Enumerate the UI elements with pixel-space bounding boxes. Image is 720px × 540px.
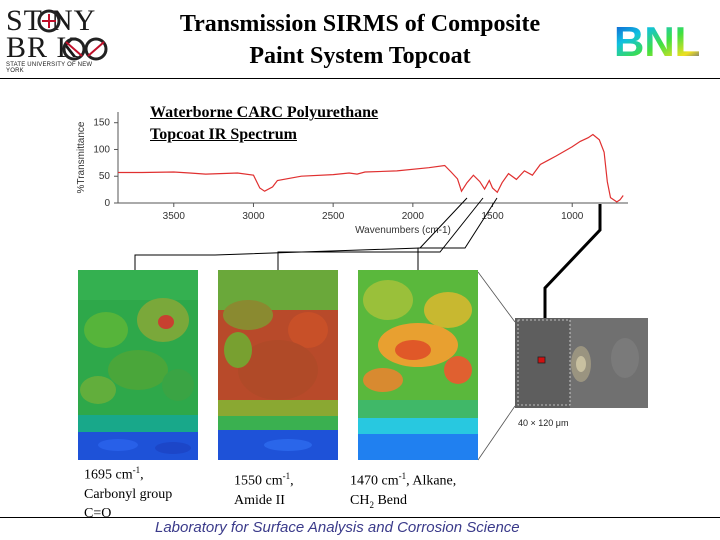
peak-label-1470: 1470 cm-1, Alkane, CH2 Bend (350, 467, 456, 514)
logo-line-2: BR K (6, 31, 80, 64)
peak1-suffix: , (140, 467, 144, 483)
chemical-map-amide (218, 270, 338, 460)
x-tick-label: 1000 (561, 211, 584, 222)
y-tick-label: 150 (93, 118, 110, 129)
chart-axes (117, 112, 628, 204)
x-axis-label: Wavenumbers (cm-1) (355, 225, 451, 236)
sample-micrograph (515, 318, 648, 408)
stony-brook-logo: ST NY BR K STATE UNIVERSITY OF NEW YORK (6, 6, 110, 76)
spectrum-line (118, 133, 624, 203)
peak2-suffix: , (290, 473, 294, 489)
chemical-map-alkane (358, 270, 478, 460)
footer-divider (0, 517, 720, 518)
peak3-value: 1470 cm (350, 473, 399, 489)
page-title: Transmission SIRMS of Composite Paint Sy… (130, 8, 590, 72)
peak1-exponent: -1 (132, 465, 141, 475)
x-tick-label: 1500 (481, 211, 504, 222)
sample-marker (537, 356, 546, 364)
logo-oo-icon (62, 37, 108, 61)
zoom-line-top (477, 271, 516, 323)
peak2-assignment: Amide II (234, 492, 285, 508)
title-line-2: Paint System Topcoat (249, 43, 471, 69)
peak1-bond: C=O (84, 505, 112, 521)
connector-1550 (277, 197, 484, 270)
peak-label-1695: 1695 cm-1, Carbonyl group C=O (84, 461, 172, 523)
x-tick-label: 2500 (322, 211, 345, 222)
footer-text: Laboratory for Surface Analysis and Corr… (155, 519, 520, 536)
title-line-1: Transmission SIRMS of Composite (179, 11, 541, 37)
peak2-value: 1550 cm (234, 473, 283, 489)
x-tick-label: 3000 (242, 211, 265, 222)
chemical-map-carbonyl (78, 270, 198, 460)
ir-spectrum-chart: 3500 3000 2500 2000 1500 1000 0 50 100 150 Wavenu… (76, 112, 628, 236)
y-tick-label: 50 (99, 171, 111, 182)
peak3-group: CH (350, 492, 370, 508)
spectrum-caption: Waterborne CARC Polyurethane Topcoat IR … (150, 102, 378, 146)
connector-1695 (134, 197, 468, 270)
chart-ticks: 3500 3000 2500 2000 1500 1000 0 50 100 150 (93, 118, 583, 222)
bnl-logo-text: BNL (614, 18, 700, 62)
peak1-value: 1695 cm (84, 467, 133, 483)
zoom-line-bottom (477, 405, 516, 461)
x-tick-label: 3500 (163, 211, 186, 222)
header-divider (0, 78, 720, 79)
logo-tagline: STATE UNIVERSITY OF NEW YORK (6, 62, 93, 74)
scale-label: 40 × 120 μm (518, 418, 569, 428)
y-tick-label: 0 (104, 198, 110, 209)
peak3-exponent: -1 (398, 471, 407, 481)
peak1-assignment: Carbonyl group (84, 486, 173, 502)
peak3-subscript: 2 (369, 499, 374, 510)
caption-line-2: Topcoat IR Spectrum (150, 126, 297, 143)
scan-region-outline (517, 319, 571, 406)
peak2-exponent: -1 (282, 471, 291, 481)
caption-line-1: Waterborne CARC Polyurethane (150, 104, 379, 121)
peak3-mode: Bend (373, 492, 408, 508)
x-tick-label: 2000 (402, 211, 425, 222)
bnl-logo: BNL (614, 18, 700, 62)
connector-1470 (417, 197, 498, 270)
y-axis-label: %Transmittance (76, 121, 87, 193)
y-tick-label: 100 (93, 144, 110, 155)
peak-label-1550: 1550 cm-1, Amide II (234, 467, 294, 510)
peak3-suffix: , Alkane, (406, 473, 457, 489)
logo-o-icon (37, 9, 61, 33)
